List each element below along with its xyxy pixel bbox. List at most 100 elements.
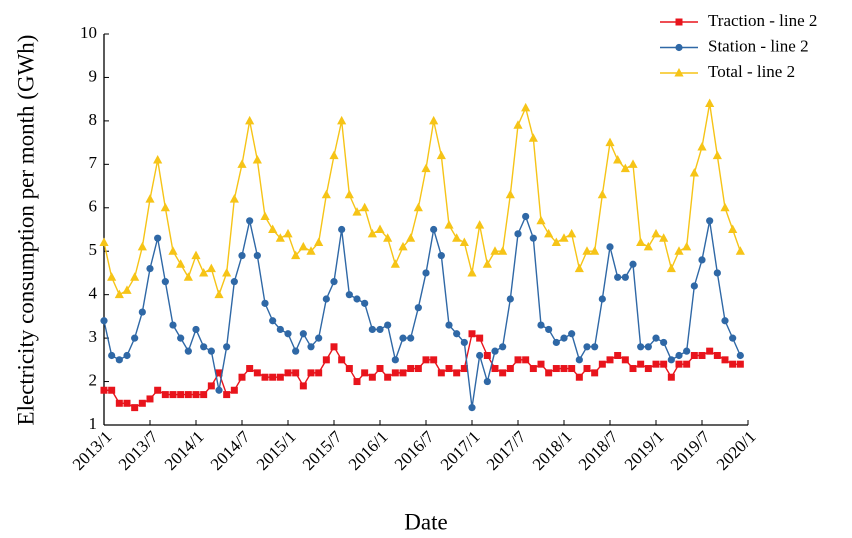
- marker: [322, 295, 330, 303]
- marker: [283, 228, 293, 238]
- marker: [292, 347, 300, 355]
- marker: [437, 369, 445, 377]
- marker: [567, 228, 577, 238]
- marker: [513, 120, 523, 129]
- y-tick-label: 1: [89, 414, 98, 433]
- marker: [207, 347, 215, 355]
- marker: [100, 317, 108, 325]
- marker: [154, 234, 162, 242]
- marker: [597, 189, 607, 199]
- x-tick-label: 2014/1: [161, 427, 208, 474]
- marker: [384, 321, 392, 329]
- marker: [675, 351, 683, 360]
- marker: [215, 369, 223, 377]
- series: [100, 330, 744, 412]
- marker: [483, 351, 491, 359]
- marker: [637, 360, 645, 368]
- marker: [568, 365, 576, 373]
- marker: [246, 217, 254, 225]
- legend-marker: [674, 68, 684, 77]
- marker: [667, 373, 675, 381]
- y-tick-label: 6: [89, 197, 98, 216]
- marker: [590, 246, 600, 255]
- marker: [436, 150, 446, 160]
- marker: [222, 267, 232, 277]
- marker: [628, 159, 638, 168]
- marker: [591, 343, 599, 351]
- marker: [299, 330, 307, 338]
- legend-label: Total - line 2: [708, 62, 795, 81]
- marker: [544, 228, 554, 238]
- marker: [314, 237, 324, 247]
- marker: [514, 230, 522, 238]
- marker: [660, 360, 668, 368]
- y-tick-label: 5: [89, 240, 98, 259]
- marker: [499, 343, 507, 351]
- marker: [114, 289, 124, 299]
- x-tick-label: 2019/1: [621, 427, 668, 474]
- marker: [453, 330, 461, 338]
- marker: [184, 391, 192, 399]
- marker: [460, 338, 468, 347]
- marker: [161, 278, 169, 286]
- marker: [200, 391, 208, 399]
- marker: [629, 260, 637, 268]
- marker: [338, 225, 346, 234]
- marker: [506, 295, 514, 303]
- marker: [606, 243, 614, 251]
- marker: [99, 237, 109, 247]
- marker: [690, 282, 698, 290]
- marker: [192, 325, 200, 334]
- marker: [261, 373, 269, 381]
- marker: [536, 215, 546, 225]
- marker: [399, 369, 407, 377]
- marker: [399, 334, 407, 342]
- marker: [621, 273, 629, 281]
- marker: [199, 267, 209, 277]
- marker: [107, 272, 117, 281]
- marker: [406, 233, 416, 242]
- marker: [560, 334, 568, 342]
- marker: [260, 211, 270, 220]
- marker: [177, 334, 185, 342]
- marker: [698, 256, 706, 264]
- marker: [261, 299, 269, 307]
- marker: [237, 159, 247, 168]
- marker: [229, 194, 239, 203]
- marker: [614, 351, 622, 359]
- marker: [246, 365, 254, 373]
- marker: [476, 351, 484, 360]
- marker: [514, 356, 522, 364]
- marker: [721, 356, 729, 364]
- y-tick-label: 10: [80, 23, 97, 42]
- marker: [683, 347, 691, 355]
- marker: [115, 356, 123, 364]
- marker: [720, 202, 730, 212]
- marker: [361, 299, 369, 307]
- marker: [614, 273, 622, 281]
- marker: [169, 391, 177, 399]
- marker: [499, 369, 507, 377]
- marker: [414, 304, 422, 312]
- x-tick-label: 2013/1: [69, 427, 116, 474]
- marker: [413, 202, 423, 212]
- marker: [407, 365, 415, 373]
- marker: [390, 259, 400, 268]
- y-tick-label: 9: [89, 66, 98, 85]
- x-tick-label: 2018/1: [529, 427, 576, 474]
- marker: [675, 360, 683, 368]
- marker: [307, 343, 315, 351]
- x-tick-label: 2016/1: [345, 427, 392, 474]
- legend-marker: [675, 43, 683, 52]
- marker: [307, 369, 315, 377]
- marker: [705, 98, 715, 108]
- marker: [360, 202, 370, 212]
- marker: [422, 356, 430, 364]
- x-tick-label: 2018/7: [575, 427, 622, 474]
- marker: [414, 365, 422, 373]
- marker: [391, 356, 399, 364]
- marker: [568, 330, 576, 338]
- marker: [352, 207, 362, 216]
- marker: [537, 360, 545, 368]
